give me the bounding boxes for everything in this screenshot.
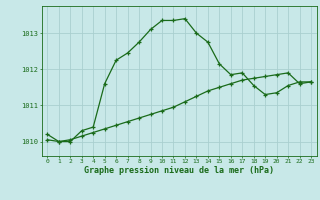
X-axis label: Graphe pression niveau de la mer (hPa): Graphe pression niveau de la mer (hPa) bbox=[84, 166, 274, 175]
